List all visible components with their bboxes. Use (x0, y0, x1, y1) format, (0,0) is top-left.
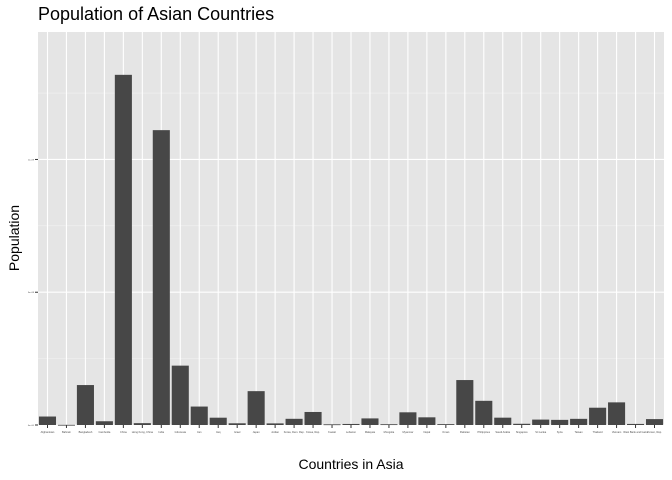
bar (323, 424, 341, 426)
x-axis-title: Countries in Asia (298, 456, 404, 472)
bar (95, 421, 113, 425)
y-axis-title: Population (6, 204, 22, 272)
bar (342, 423, 360, 425)
bar (133, 423, 151, 425)
x-tick-label: Mongolia (384, 430, 395, 434)
bar (627, 423, 645, 425)
x-tick-label: Bangladesh (79, 430, 93, 434)
bar (304, 411, 322, 425)
x-tick-label: Kuwait (328, 430, 336, 434)
x-tick-label: Jordan (271, 430, 279, 434)
x-tick-label: Japan (253, 430, 261, 434)
x-tick-label: West Bank and Gaza (623, 430, 648, 434)
bar (228, 423, 246, 425)
x-tick-label: Iraq (216, 430, 221, 434)
bar (380, 424, 398, 426)
bar (608, 402, 626, 425)
x-tick-label: India (158, 430, 164, 434)
bar (152, 130, 170, 425)
bar (114, 74, 132, 425)
y-tick-label: 1e+09 (28, 159, 35, 161)
bar (513, 423, 531, 425)
bar (171, 365, 189, 425)
x-tick-label: Israel (234, 430, 241, 434)
x-tick-label: Lebanon (346, 430, 357, 434)
x-tick-label: Saudi Arabia (495, 430, 510, 434)
bar (456, 380, 474, 425)
x-tick-label: Oman (442, 430, 450, 434)
x-tick-label: Korea, Dem. Rep. (284, 430, 305, 434)
bar (247, 391, 265, 425)
x-tick-label: China (120, 430, 127, 434)
x-tick-label: Hong Kong, China (132, 430, 154, 434)
x-tick-label: Vietnam (612, 430, 621, 434)
x-tick-label: Bahrain (62, 430, 71, 434)
y-tick-label: 0e+00 (28, 425, 35, 427)
x-tick-label: Afghanistan (41, 430, 55, 434)
bar (475, 400, 493, 425)
y-tick-label: 5e+08 (28, 292, 35, 294)
bar (361, 418, 379, 425)
x-tick-label: Myanmar (403, 430, 414, 434)
bar (285, 418, 303, 425)
x-tick-label: Thailand (593, 430, 604, 434)
x-tick-label: Singapore (516, 430, 528, 434)
x-tick-label: Indonesia (175, 430, 187, 434)
x-tick-label: Nepal (423, 430, 430, 434)
bar (418, 417, 436, 425)
bar (570, 418, 588, 425)
x-tick-label: Iran (197, 430, 202, 434)
x-tick-label: Pakistan (460, 430, 471, 434)
bar (399, 412, 417, 425)
x-tick-label: Syria (557, 430, 563, 434)
x-tick-label: Philippines (478, 430, 491, 434)
x-tick-label: Korea, Rep. (306, 430, 320, 434)
bar (437, 424, 455, 425)
bar (209, 417, 227, 425)
x-tick-label: Yemen, Rep. (647, 430, 662, 434)
bar (266, 423, 284, 425)
bar (532, 419, 550, 425)
bar (190, 406, 208, 425)
bar (494, 417, 512, 425)
bar (589, 407, 607, 425)
bar (76, 385, 94, 425)
bar (38, 416, 57, 425)
bar (551, 419, 569, 425)
x-tick-label: Sri Lanka (535, 430, 547, 434)
chart-title: Population of Asian Countries (38, 4, 275, 24)
x-tick-label: Cambodia (98, 430, 110, 434)
x-tick-label: Malaysia (365, 430, 376, 434)
x-tick-label: Taiwan (575, 430, 584, 434)
bar (645, 419, 664, 425)
